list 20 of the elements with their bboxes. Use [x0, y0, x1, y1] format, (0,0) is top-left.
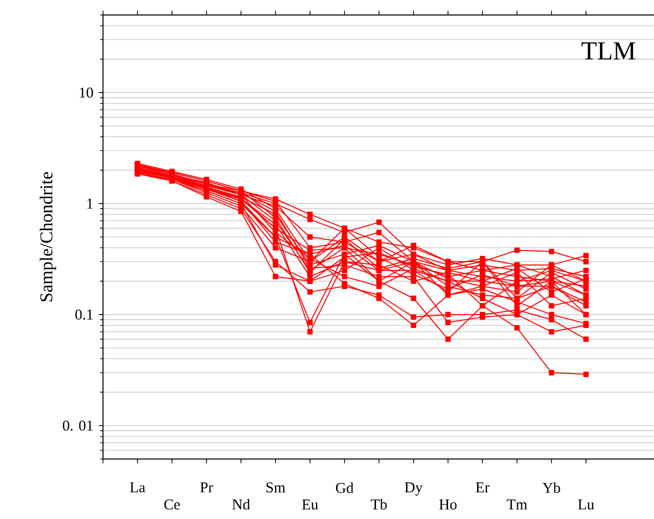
x-tick-label: Pr [200, 482, 214, 492]
annotation: TLM [582, 42, 636, 60]
x-tick-label: Er [476, 482, 490, 492]
x-tick-label: Gd [336, 482, 354, 493]
x-tick-label: Ce [164, 499, 180, 510]
y-tick-label: 0.1 [75, 310, 93, 320]
x-tick-label: Sm [266, 482, 286, 492]
x-tick-label: Tb [370, 498, 387, 510]
x-tick-label: Yb [542, 482, 560, 493]
x-tick-label: Lu [578, 500, 594, 510]
x-tick-label: Tm [506, 500, 528, 510]
y-tick-label: 0. 01 [62, 420, 93, 431]
x-tick-label: Eu [302, 500, 318, 510]
x-tick-label: Ho [439, 500, 457, 510]
y-tick-label: 10 [80, 88, 93, 98]
y-tick-label: 1 [87, 198, 93, 209]
x-tick-label: Nd [232, 498, 250, 510]
y-axis-title: Sample/Chondrite [40, 172, 56, 302]
x-tick-label: Dy [404, 482, 423, 496]
x-tick-label: La [130, 482, 146, 492]
